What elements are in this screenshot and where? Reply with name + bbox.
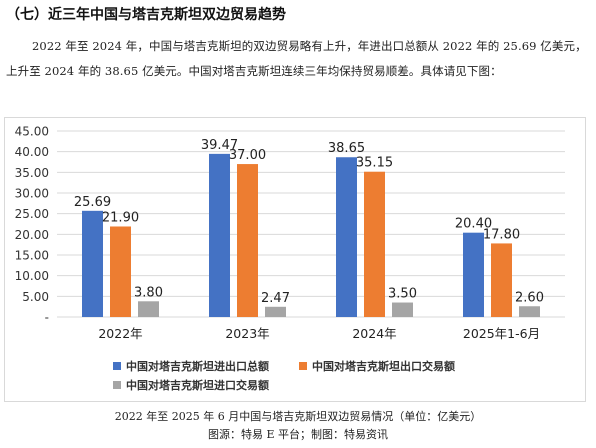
- legend-label: 中国对塔吉克斯坦进出口总额: [126, 360, 269, 373]
- y-tick-label: 10.00: [15, 269, 49, 283]
- bar: [491, 243, 512, 317]
- y-tick-label: 40.00: [15, 145, 49, 159]
- data-label: 3.50: [388, 287, 417, 302]
- y-tick-label: 20.00: [15, 228, 49, 242]
- y-tick-label: -: [45, 311, 49, 325]
- chart-frame: 45.00 40.00 35.00 30.00 25.00 20.00 15.00 10.00…: [4, 117, 586, 402]
- bar-chart: 45.00 40.00 35.00 30.00 25.00 20.00 15.00 10.00…: [15, 125, 565, 341]
- bar: [237, 164, 258, 317]
- x-tick-label: 2024年: [352, 326, 396, 341]
- y-tick-label: 30.00: [15, 187, 49, 201]
- data-label: 35.15: [356, 156, 393, 171]
- data-label: 37.00: [229, 148, 266, 163]
- x-tick-label: 2025年1-6月: [463, 326, 540, 341]
- data-label: 39.47: [201, 138, 238, 153]
- legend-swatch: [299, 362, 307, 370]
- data-label: 17.80: [483, 227, 520, 242]
- bar: [265, 306, 286, 317]
- data-label: 38.65: [328, 141, 365, 156]
- figure-caption: 2022 年至 2025 年 6 月中国与塔吉克斯坦双边贸易情况（单位：亿美元）: [114, 410, 482, 423]
- legend-swatch: [113, 362, 121, 370]
- y-tick-label: 45.00: [15, 125, 49, 139]
- data-label: 2.47: [261, 291, 290, 306]
- y-tick-label: 15.00: [15, 249, 49, 263]
- bar: [82, 210, 103, 317]
- bar: [336, 157, 357, 317]
- bar: [519, 306, 540, 317]
- y-tick-label: 25.00: [15, 207, 49, 221]
- legend-label: 中国对塔吉克斯坦进口交易额: [126, 379, 269, 392]
- y-tick-label: 5.00: [22, 290, 49, 304]
- bar: [138, 301, 159, 317]
- data-label: 3.80: [134, 285, 163, 300]
- y-tick-label: 35.00: [15, 166, 49, 180]
- figure-source: 图源：特易 E 平台；制图：特易资讯: [207, 428, 389, 441]
- bar: [463, 232, 484, 317]
- legend-item: 中国对塔吉克斯坦进出口总额: [113, 358, 269, 374]
- legend-item: 中国对塔吉克斯坦进口交易额: [113, 377, 269, 393]
- legend-swatch: [113, 381, 121, 389]
- intro-paragraph: 2022 年至 2024 年，中国与塔吉克斯坦的双边贸易略有上升，年进出口总额从…: [6, 39, 587, 78]
- x-tick-label: 2022年: [98, 326, 142, 341]
- data-label: 20.40: [455, 217, 492, 232]
- bar: [364, 171, 385, 317]
- bar: [110, 226, 131, 317]
- bar: [209, 153, 230, 317]
- legend-label: 中国对塔吉克斯坦出口交易额: [312, 360, 455, 373]
- section-heading: （七）近三年中国与塔吉克斯坦双边贸易趋势: [6, 7, 286, 23]
- legend-item: 中国对塔吉克斯坦出口交易额: [299, 358, 455, 374]
- data-label: 25.69: [74, 195, 111, 210]
- data-label: 2.60: [515, 290, 544, 305]
- x-tick-label: 2023年: [225, 326, 269, 341]
- data-label: 21.90: [102, 210, 139, 225]
- bar: [392, 302, 413, 317]
